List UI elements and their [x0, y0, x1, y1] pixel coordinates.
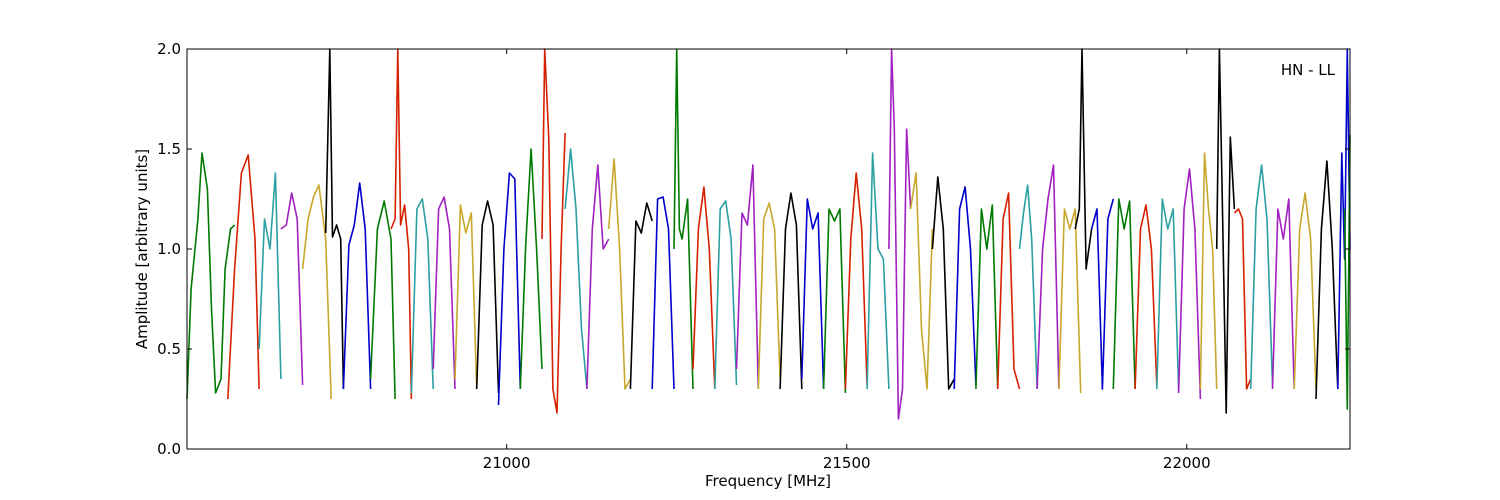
series-line-32	[909, 172, 934, 390]
series-line-21	[673, 48, 694, 390]
series-line-23	[714, 200, 738, 390]
series-line-28	[822, 208, 847, 394]
series-line-30	[866, 152, 890, 390]
series-line-26	[779, 192, 803, 390]
series-line-1	[227, 154, 260, 400]
series-line-7	[369, 200, 396, 400]
series-line-27	[801, 198, 825, 390]
series-line-39	[1058, 208, 1082, 394]
x-tick-label-0: 21000	[483, 454, 531, 472]
series-line-33	[931, 176, 955, 390]
series-line-22	[692, 186, 716, 390]
series-line-52	[1315, 160, 1339, 400]
tick-layer: 21000 21500 22000 0.0 0.5 1.0 1.5 2.0	[157, 40, 1350, 472]
series-line-14	[519, 148, 543, 390]
series-line-20	[651, 196, 675, 390]
series-layer	[186, 48, 1351, 420]
y-tick-label-2: 1.0	[157, 240, 181, 258]
series-line-19	[629, 202, 653, 390]
series-line-4	[301, 184, 332, 400]
series-line-46	[1199, 152, 1218, 390]
series-line-9	[410, 198, 434, 394]
series-line-42	[1112, 198, 1136, 390]
plot-frame	[186, 48, 1351, 450]
series-line-50	[1271, 198, 1295, 390]
y-tick-label-4: 2.0	[157, 40, 181, 58]
chart-annotation: HN - LL	[1281, 61, 1336, 79]
series-line-10	[432, 196, 456, 390]
y-axis-label: Amplitude [arbitrary units]	[133, 149, 151, 349]
series-line-45	[1177, 168, 1202, 400]
y-tick-label-1: 0.5	[157, 340, 181, 358]
x-tick-label-2: 22000	[1163, 454, 1211, 472]
series-line-0	[186, 152, 236, 400]
series-line-3	[280, 192, 304, 386]
series-line-16	[564, 148, 588, 390]
series-line-54	[1343, 134, 1351, 410]
series-line-51	[1293, 192, 1317, 390]
series-line-8	[390, 48, 413, 400]
series-line-41	[1090, 198, 1115, 390]
series-line-36	[996, 192, 1021, 390]
series-line-24	[735, 164, 760, 390]
x-tick-label-1: 21500	[823, 454, 871, 472]
series-line-25	[757, 202, 781, 390]
y-tick-label-3: 1.5	[157, 140, 181, 158]
series-line-31	[888, 48, 912, 420]
series-line-35	[975, 204, 999, 390]
series-line-29	[844, 172, 868, 390]
series-line-15	[541, 48, 566, 414]
series-line-5	[324, 48, 345, 390]
series-line-49	[1249, 164, 1274, 390]
series-line-38	[1036, 164, 1060, 390]
series-line-37	[1018, 184, 1038, 390]
series-line-11	[454, 204, 478, 390]
series-line-43	[1134, 204, 1158, 390]
series-line-17	[586, 164, 610, 390]
series-line-18	[607, 158, 632, 390]
series-line-47	[1215, 48, 1236, 414]
series-line-6	[342, 182, 372, 390]
series-line-48	[1233, 208, 1252, 390]
series-line-12	[475, 200, 500, 394]
x-axis-label: Frequency [MHz]	[705, 472, 831, 490]
series-line-13	[497, 172, 522, 406]
series-line-44	[1156, 198, 1180, 390]
series-line-34	[953, 186, 977, 390]
series-line-40	[1074, 48, 1093, 270]
y-tick-label-0: 0.0	[157, 440, 181, 458]
series-line-2	[258, 172, 282, 380]
